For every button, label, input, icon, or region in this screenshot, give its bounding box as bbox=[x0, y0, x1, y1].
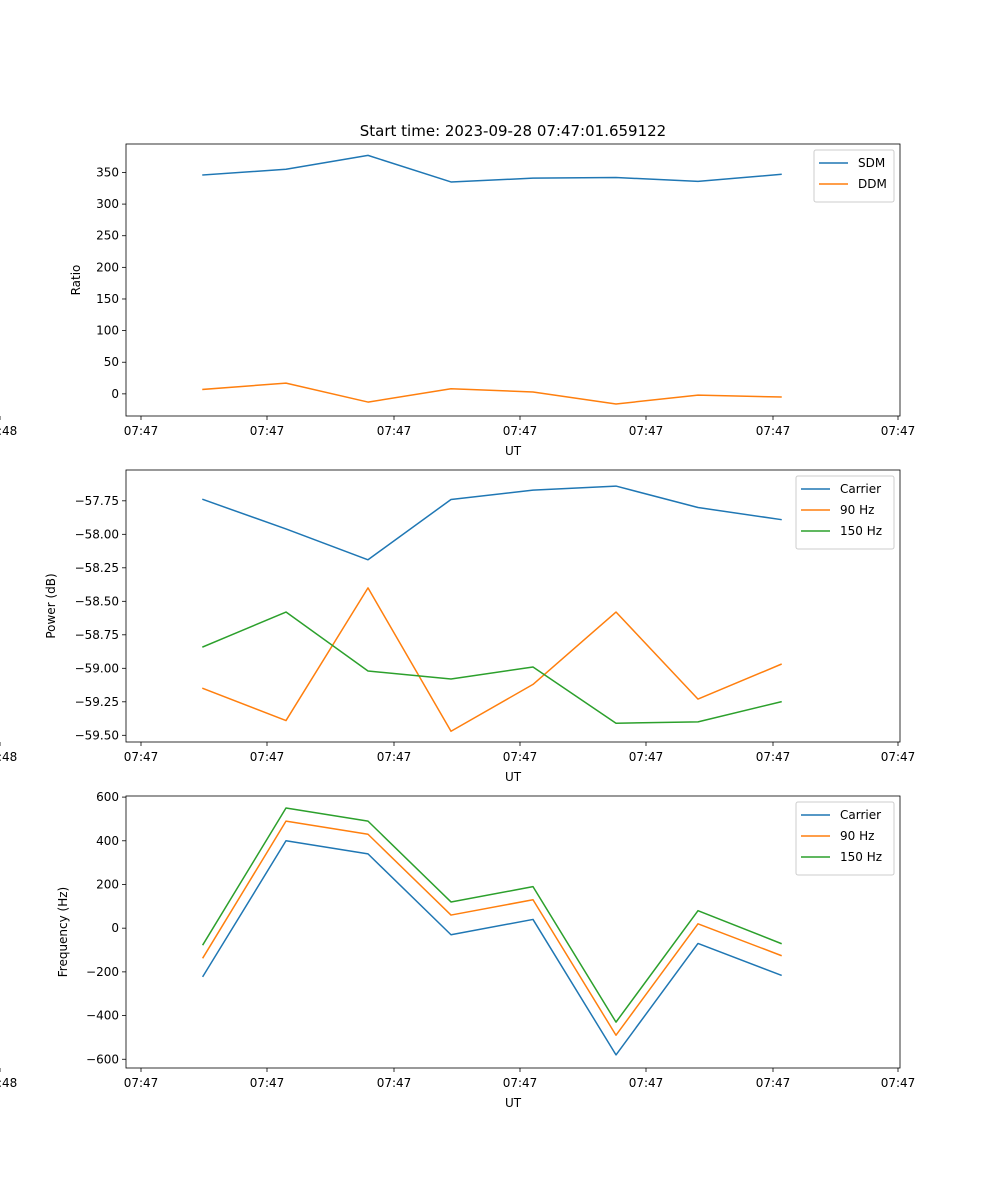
x-tick-label: 07:47 bbox=[377, 1076, 412, 1090]
y-tick-label: −59.25 bbox=[75, 695, 119, 709]
x-tick-label: 07:47 bbox=[756, 750, 791, 764]
x-tick-label: 07:47 bbox=[124, 750, 159, 764]
panel-3: 07:47 07:47 07:47 07:47 07:47 07:47 07:47 07:48… bbox=[0, 790, 915, 1110]
x-tick-label: 07:47 bbox=[250, 1076, 285, 1090]
y-tick-label: 200 bbox=[96, 260, 119, 274]
x-tick-label: 07:47 bbox=[629, 750, 664, 764]
y-tick-label: −59.50 bbox=[75, 728, 119, 742]
x-tick-label: 07:48 bbox=[0, 1076, 17, 1090]
x-tick-label: 07:47 bbox=[250, 750, 285, 764]
y-tick-label: 400 bbox=[96, 834, 119, 848]
y-tick-label: 200 bbox=[96, 877, 119, 891]
y-tick-label: 100 bbox=[96, 324, 119, 338]
x-tick-label: 07:47 bbox=[124, 1076, 159, 1090]
legend-label: 150 Hz bbox=[840, 850, 882, 864]
legend-label: Carrier bbox=[840, 808, 881, 822]
figure-title: Start time: 2023-09-28 07:47:01.659122 bbox=[360, 122, 666, 140]
series-line-150-hz bbox=[202, 611, 782, 724]
x-axis-label: UT bbox=[505, 770, 522, 784]
x-tick-label: 07:47 bbox=[503, 1076, 538, 1090]
y-tick-label: −200 bbox=[86, 965, 119, 979]
x-tick-label: 07:47 bbox=[881, 1076, 916, 1090]
series-line-carrier bbox=[201, 840, 782, 1056]
axes-frame bbox=[125, 795, 901, 1069]
x-tick-label: 07:47 bbox=[756, 1076, 791, 1090]
series-line-carrier bbox=[202, 485, 782, 561]
series-line-ddm bbox=[202, 382, 782, 405]
legend-label: DDM bbox=[858, 177, 887, 191]
y-tick-label: −59.00 bbox=[75, 661, 119, 675]
y-axis-label: Frequency (Hz) bbox=[56, 887, 70, 978]
x-axis-label: UT bbox=[505, 444, 522, 458]
x-tick-label: 07:48 bbox=[0, 424, 17, 438]
x-axis-label: UT bbox=[505, 1096, 522, 1110]
x-tick-label: 07:48 bbox=[0, 750, 17, 764]
x-tick-label: 07:47 bbox=[503, 424, 538, 438]
series-line-150-hz bbox=[201, 807, 782, 1023]
axes-frame bbox=[125, 143, 901, 417]
panel-2: 07:47 07:47 07:47 07:47 07:47 07:47 07:47 07:48… bbox=[0, 469, 916, 784]
x-tick-label: 07:47 bbox=[377, 424, 412, 438]
y-tick-label: −600 bbox=[86, 1052, 119, 1066]
y-tick-label: −57.75 bbox=[75, 494, 119, 508]
y-tick-label: 350 bbox=[96, 165, 119, 179]
axes-frame bbox=[125, 469, 901, 743]
y-axis-label: Ratio bbox=[69, 265, 83, 296]
x-tick-label: 07:47 bbox=[881, 424, 916, 438]
y-tick-label: 300 bbox=[96, 197, 119, 211]
legend: Carrier 90 Hz 150 Hz bbox=[795, 801, 895, 876]
panels: 07:47 07:47 07:47 07:47 07:47 07:47 07:47 07:48… bbox=[0, 143, 916, 1110]
series-line-90-hz bbox=[201, 820, 782, 1036]
legend-label: SDM bbox=[858, 156, 885, 170]
y-tick-label: −58.75 bbox=[75, 628, 119, 642]
legend: Carrier 90 Hz 150 Hz bbox=[795, 475, 895, 550]
x-tick-label: 07:47 bbox=[629, 1076, 664, 1090]
x-tick-label: 07:47 bbox=[124, 424, 159, 438]
x-tick-label: 07:47 bbox=[756, 424, 791, 438]
x-tick-label: 07:47 bbox=[881, 750, 916, 764]
legend: SDM DDM bbox=[813, 149, 895, 203]
x-tick-label: 07:47 bbox=[503, 750, 538, 764]
y-tick-label: 600 bbox=[96, 790, 119, 804]
series-line-sdm bbox=[202, 154, 782, 183]
y-tick-label: 250 bbox=[96, 229, 119, 243]
y-tick-label: 150 bbox=[96, 292, 119, 306]
legend-label: 90 Hz bbox=[840, 829, 874, 843]
legend-label: Carrier bbox=[840, 482, 881, 496]
series-line-90-hz bbox=[202, 587, 782, 733]
y-tick-label: 0 bbox=[111, 387, 119, 401]
y-tick-label: 0 bbox=[111, 921, 119, 935]
x-tick-label: 07:47 bbox=[377, 750, 412, 764]
legend-label: 90 Hz bbox=[840, 503, 874, 517]
y-tick-label: −58.25 bbox=[75, 561, 119, 575]
legend-label: 150 Hz bbox=[840, 524, 882, 538]
y-tick-label: −58.00 bbox=[75, 527, 119, 541]
y-axis-label: Power (dB) bbox=[44, 573, 58, 638]
y-tick-label: 50 bbox=[104, 355, 119, 369]
y-tick-label: −400 bbox=[86, 1009, 119, 1023]
x-tick-label: 07:47 bbox=[629, 424, 664, 438]
x-tick-label: 07:47 bbox=[250, 424, 285, 438]
panel-1: 07:47 07:47 07:47 07:47 07:47 07:47 07:47 07:48… bbox=[0, 143, 916, 458]
y-tick-label: −58.50 bbox=[75, 594, 119, 608]
